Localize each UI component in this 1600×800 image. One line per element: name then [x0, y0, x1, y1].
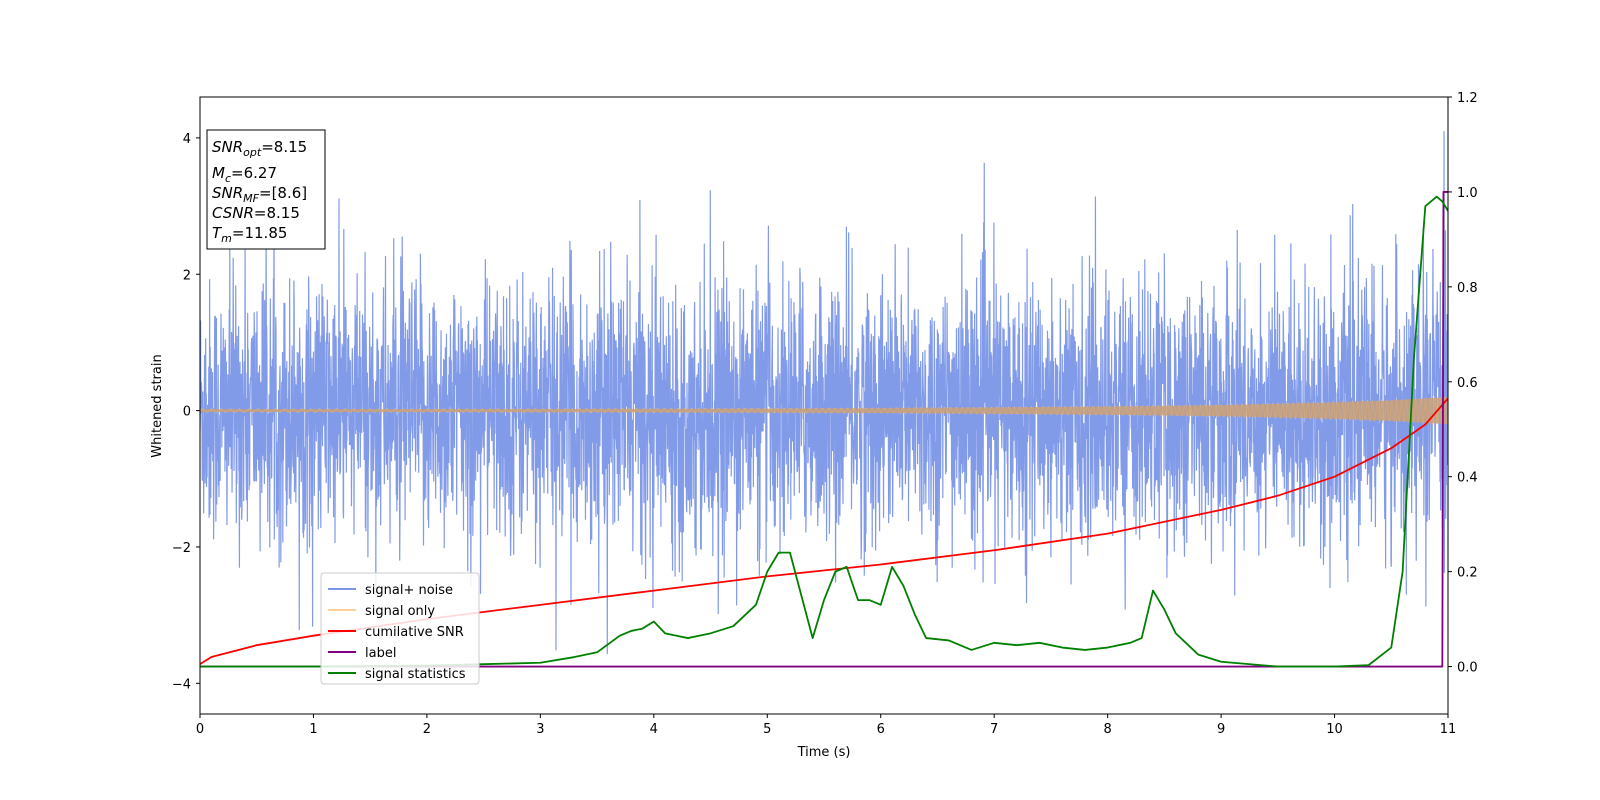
y-left-tick-label: 0	[183, 405, 191, 420]
x-axis-label: Time (s)	[797, 745, 851, 760]
y-axis-label: Whitened strain	[150, 354, 165, 457]
x-tick-label: 6	[877, 722, 885, 737]
x-tick-label: 5	[763, 722, 771, 737]
y-axis-left: −4 −2 0 2 4	[172, 132, 200, 692]
annotation-csnr: CSNR=8.15	[212, 204, 300, 222]
series-signal-noise	[200, 131, 1448, 655]
y-right-tick-label: 0.8	[1457, 281, 1478, 296]
y-right-tick-label: 1.2	[1457, 91, 1478, 106]
annotation-box: SNRopt=8.15 Mc=6.27 SNRMF=[8.6] CSNR=8.1…	[206, 129, 326, 250]
y-left-tick-label: −4	[172, 677, 191, 692]
annotation-snr-opt: SNRopt=8.15	[212, 138, 307, 159]
x-tick-label: 2	[423, 722, 431, 737]
x-tick-label: 8	[1103, 722, 1111, 737]
y-left-tick-label: 4	[183, 132, 191, 147]
y-left-tick-label: 2	[183, 268, 191, 283]
y-right-tick-label: 1.0	[1457, 186, 1478, 201]
y-right-tick-label: 0.6	[1457, 376, 1478, 391]
legend-label: label	[365, 646, 396, 661]
annotation-tm: Tm=11.85	[212, 224, 287, 245]
x-tick-label: 7	[990, 722, 998, 737]
annotation-snr-mf: SNRMF=[8.6]	[212, 184, 307, 205]
x-tick-label: 0	[196, 722, 204, 737]
x-tick-label: 1	[309, 722, 317, 737]
series-layer	[200, 131, 1448, 668]
legend-label: signal+ noise	[365, 583, 453, 598]
legend-label: cumilative SNR	[365, 625, 464, 640]
plot-frame	[199, 96, 1449, 715]
annotation-mc: Mc=6.27	[212, 164, 277, 185]
y-left-tick-label: −2	[172, 541, 191, 556]
legend-label: signal statistics	[365, 667, 466, 682]
y-right-tick-label: 0.2	[1457, 566, 1478, 581]
series-label	[200, 191, 1448, 668]
y-right-tick-label: 0.0	[1457, 661, 1478, 676]
x-tick-label: 4	[650, 722, 658, 737]
x-tick-label: 3	[536, 722, 544, 737]
x-tick-label: 11	[1440, 722, 1457, 737]
series-signal-only-band	[200, 396, 1448, 425]
y-axis-right: 0.0 0.2 0.4 0.6 0.8 1.0 1.2	[1448, 91, 1478, 676]
legend-label: signal only	[365, 604, 435, 619]
legend: signal+ noise signal only cumilative SNR la…	[320, 572, 480, 685]
x-tick-label: 9	[1217, 722, 1225, 737]
series-signal-statistics	[200, 195, 1448, 668]
x-axis: 0 1 2 3 4 5 6 7 8 9 10 11	[196, 714, 1456, 737]
x-tick-label: 10	[1326, 722, 1343, 737]
y-right-tick-label: 0.4	[1457, 471, 1478, 486]
series-cumulative-snr	[200, 397, 1448, 665]
